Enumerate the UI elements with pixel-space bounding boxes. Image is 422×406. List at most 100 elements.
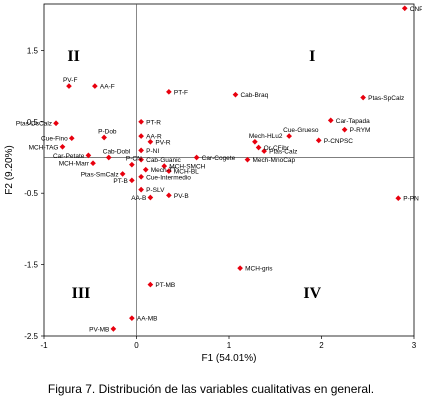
point-marker bbox=[68, 135, 75, 142]
point-labels: CNPC PV-F AA-F PT-F Cab-Braq Ptas-SpCalz Ptas-… bbox=[16, 6, 422, 334]
point-label: Ptas-DsCalz bbox=[16, 121, 52, 128]
point-marker bbox=[138, 156, 144, 163]
quadrant-label-iv: IV bbox=[303, 285, 321, 302]
point-marker bbox=[105, 154, 112, 161]
x-tick-labels: -1 0 1 2 3 bbox=[40, 336, 417, 350]
quadrant-label-iii: III bbox=[72, 285, 91, 302]
point-label: Mech-HLu2 bbox=[249, 133, 283, 140]
point-label: PT-F bbox=[174, 89, 188, 96]
point-marker bbox=[166, 88, 172, 95]
point-label: P-Dob bbox=[98, 129, 117, 136]
point-label: Cue-Fino bbox=[41, 136, 68, 143]
point-label: P-SLV bbox=[146, 187, 165, 194]
point-label: P-NI bbox=[146, 148, 159, 155]
point-label: Car-Petate bbox=[53, 153, 85, 160]
point-marker bbox=[232, 91, 239, 98]
quadrant-label-i: I bbox=[309, 48, 315, 65]
point-label: Cab-Dobl bbox=[103, 149, 131, 156]
x-axis-title: F1 (54.01%) bbox=[201, 353, 256, 364]
point-marker bbox=[401, 5, 408, 12]
y-tick-label: -2.5 bbox=[24, 332, 38, 341]
point-label: Car-Tapada bbox=[336, 118, 370, 125]
point-label: Car-Cogete bbox=[202, 155, 236, 162]
point-label: PT-R bbox=[146, 119, 161, 126]
point-label: P-CN bbox=[126, 156, 142, 163]
point-marker bbox=[92, 83, 98, 89]
point-label: Cab-Guanic bbox=[146, 157, 181, 164]
data-points bbox=[53, 5, 408, 332]
point-label: MCH-gris bbox=[245, 266, 273, 273]
point-label: AA-F bbox=[100, 84, 115, 91]
point-marker bbox=[395, 195, 402, 202]
x-tick-label: 1 bbox=[227, 341, 232, 350]
point-marker bbox=[90, 160, 96, 167]
y-tick-label: -1.5 bbox=[24, 261, 38, 270]
point-label: PV-MB bbox=[89, 326, 109, 333]
point-marker bbox=[129, 315, 135, 321]
point-marker bbox=[129, 161, 135, 168]
point-marker bbox=[315, 137, 322, 144]
point-label: MCH-BL bbox=[174, 169, 199, 176]
point-label: Ptas-SmCalz bbox=[81, 171, 119, 178]
point-marker bbox=[341, 126, 348, 133]
point-marker bbox=[138, 118, 144, 125]
y-tick-labels: 1.5 0.5 -0.5 -1.5 -2.5 bbox=[24, 46, 44, 341]
point-label: Or-CFibr bbox=[264, 145, 290, 152]
point-marker bbox=[360, 94, 366, 101]
point-label: AA-MB bbox=[137, 316, 158, 323]
point-marker bbox=[53, 120, 59, 127]
x-tick-label: -1 bbox=[40, 341, 48, 350]
point-label: Ptas-SpCalz bbox=[368, 95, 404, 102]
y-tick-label: -0.5 bbox=[24, 189, 38, 198]
point-marker bbox=[129, 177, 135, 184]
point-marker bbox=[138, 186, 144, 193]
x-tick-label: 0 bbox=[134, 341, 139, 350]
point-marker bbox=[66, 83, 72, 89]
point-label: PV-F bbox=[63, 77, 77, 84]
point-marker bbox=[166, 192, 172, 199]
point-marker bbox=[110, 326, 117, 332]
point-label: MCH-TAG bbox=[29, 144, 59, 151]
point-label: P-PN bbox=[403, 196, 419, 203]
point-label: Cue-Intermedio bbox=[146, 174, 191, 181]
y-tick-label: 0.5 bbox=[27, 118, 39, 127]
point-marker bbox=[286, 133, 292, 139]
point-marker bbox=[138, 147, 144, 154]
point-marker bbox=[147, 194, 154, 201]
point-label: AA-B bbox=[131, 195, 146, 202]
point-marker bbox=[161, 163, 168, 169]
x-tick-label: 3 bbox=[412, 341, 417, 350]
point-marker bbox=[327, 117, 334, 124]
point-label: PT-MB bbox=[155, 282, 175, 289]
point-label: AA-R bbox=[146, 134, 162, 141]
point-marker bbox=[237, 265, 243, 272]
point-label: PV-B bbox=[174, 193, 189, 200]
point-label: CNPC bbox=[410, 6, 422, 13]
point-label: Cue-Grueso bbox=[283, 127, 319, 134]
y-axis-title: F2 (9.20%) bbox=[4, 145, 15, 194]
point-marker bbox=[59, 143, 66, 150]
point-label: P-RYM bbox=[350, 127, 371, 134]
point-marker bbox=[252, 138, 258, 145]
point-marker bbox=[85, 152, 92, 159]
point-marker bbox=[255, 144, 262, 151]
point-label: Ptas-Calz bbox=[269, 149, 297, 156]
point-marker bbox=[138, 133, 144, 139]
point-label: PT-B bbox=[113, 178, 127, 185]
point-label: Cab-Braq bbox=[240, 92, 268, 99]
axes bbox=[44, 4, 414, 336]
point-marker bbox=[101, 134, 107, 141]
point-label: Mech-TT bbox=[151, 167, 177, 174]
point-label: Mech-MnoCap bbox=[253, 157, 296, 164]
point-label: P-CNPSC bbox=[324, 138, 354, 145]
point-marker bbox=[138, 173, 144, 180]
point-marker bbox=[244, 156, 251, 163]
point-label: MCH-Marr bbox=[59, 161, 90, 168]
figure-caption: Figura 7. Distribución de las variables … bbox=[47, 382, 375, 396]
point-marker bbox=[142, 166, 149, 173]
point-marker bbox=[261, 148, 267, 154]
y-tick-label: 1.5 bbox=[27, 46, 39, 55]
point-marker bbox=[166, 168, 172, 174]
